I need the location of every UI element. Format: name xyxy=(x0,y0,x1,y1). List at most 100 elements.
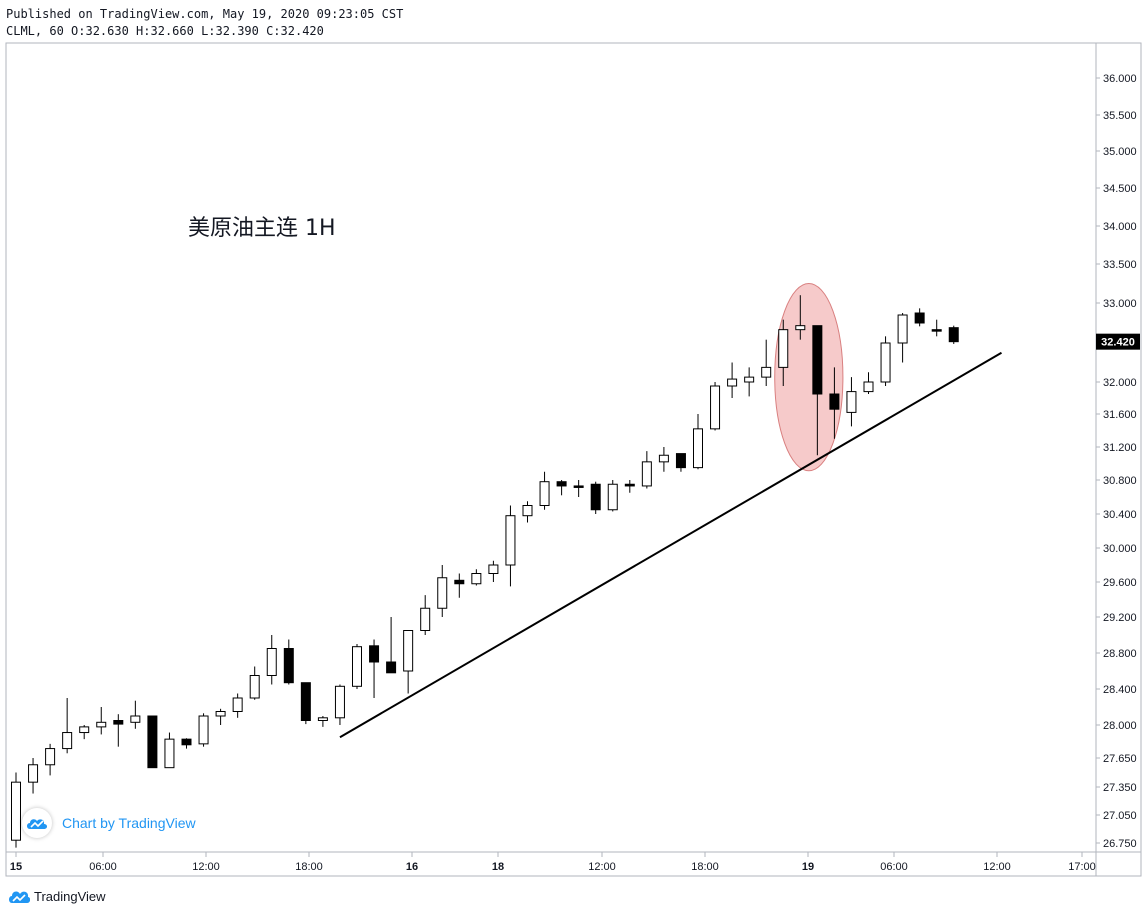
candle xyxy=(232,693,243,718)
candle xyxy=(164,732,175,769)
candle-body xyxy=(96,721,107,728)
candle xyxy=(624,480,635,493)
time-axis[interactable]: 15 06:00 12:00 18:00 16 18 12:00 18:00 19 06:00 12… xyxy=(10,852,1096,873)
price-axis[interactable]: 36.000 35.500 35.000 34.500 34.000 33.500 33.0… xyxy=(1096,73,1137,850)
candle xyxy=(556,480,567,496)
candle xyxy=(113,714,124,747)
candle-body xyxy=(317,717,328,721)
watermark-text: Chart by TradingView xyxy=(62,815,196,831)
candle-body xyxy=(300,682,311,722)
candle-body xyxy=(795,325,806,331)
time-tick-label: 17:00 xyxy=(1068,861,1096,873)
candle-body xyxy=(164,738,175,769)
time-tick-label: 12:00 xyxy=(192,861,220,873)
candle xyxy=(710,382,721,431)
published-line: Published on TradingView.com, May 19, 20… xyxy=(6,7,404,21)
last-price-text: 32.420 xyxy=(1101,337,1135,349)
candle xyxy=(352,644,362,689)
time-tick-label: 12:00 xyxy=(588,861,616,873)
candle xyxy=(897,313,908,363)
time-tick-label: 18:00 xyxy=(295,861,323,873)
watermark[interactable]: Chart by TradingView xyxy=(22,808,196,838)
candle-body xyxy=(914,312,925,324)
candle xyxy=(334,684,345,725)
candle-body xyxy=(641,461,652,487)
candle xyxy=(283,639,294,685)
candle-body xyxy=(283,648,294,684)
candle xyxy=(249,666,260,700)
candle xyxy=(863,372,874,394)
candle xyxy=(420,595,431,635)
candle-body xyxy=(863,381,874,393)
candle-body xyxy=(556,481,567,487)
candle xyxy=(488,560,499,582)
candle-body xyxy=(761,366,772,378)
footer[interactable]: TradingView xyxy=(8,886,106,906)
candle-body xyxy=(658,454,669,463)
candle xyxy=(79,725,90,740)
candle xyxy=(761,339,772,386)
time-tick-label: 06:00 xyxy=(89,861,117,873)
price-tick-label: 26.750 xyxy=(1103,838,1137,850)
candle xyxy=(198,713,209,747)
candle xyxy=(778,319,789,386)
candle xyxy=(812,325,823,456)
candle xyxy=(641,451,652,489)
candle xyxy=(573,480,584,497)
last-price-label: 32.420 xyxy=(1096,333,1140,350)
candle-body xyxy=(334,685,345,719)
time-tick-label: 19 xyxy=(802,861,814,873)
candle xyxy=(658,447,669,472)
tradingview-cloud-icon xyxy=(22,808,52,838)
candle xyxy=(454,573,465,598)
candle xyxy=(505,505,516,587)
candle-body xyxy=(488,564,499,574)
candle xyxy=(607,480,618,512)
candle-body xyxy=(880,342,891,383)
time-tick-label: 15 xyxy=(10,861,22,873)
price-tick-label: 30.400 xyxy=(1103,509,1137,521)
candle xyxy=(181,738,192,749)
candle-body xyxy=(812,325,823,395)
candle xyxy=(931,319,942,337)
candle-body xyxy=(522,505,533,517)
candle xyxy=(266,635,277,685)
candle xyxy=(471,569,482,586)
trendline[interactable] xyxy=(339,351,1002,739)
price-tick-label: 30.000 xyxy=(1103,543,1137,555)
price-tick-label: 30.800 xyxy=(1103,475,1137,487)
candle-body xyxy=(11,781,21,841)
candle-body xyxy=(420,607,431,631)
candle-body xyxy=(573,485,584,488)
candle-body xyxy=(710,385,721,430)
candle-body xyxy=(727,378,738,387)
candle-body xyxy=(352,646,362,687)
footer-brand: TradingView xyxy=(34,888,106,904)
candle xyxy=(62,698,73,754)
candle-body xyxy=(181,738,192,746)
candle-body xyxy=(846,391,857,413)
candle-body xyxy=(215,711,226,717)
candle xyxy=(130,700,141,729)
candle-body xyxy=(249,675,260,699)
chart-border xyxy=(5,42,1142,877)
price-tick-label: 28.000 xyxy=(1103,720,1137,732)
candle xyxy=(744,367,755,397)
candle-body xyxy=(931,329,942,332)
candle xyxy=(317,716,328,727)
candle-body xyxy=(369,645,380,663)
tradingview-logo-icon xyxy=(9,891,30,903)
candle xyxy=(693,414,703,470)
candle-body xyxy=(147,715,158,769)
last-price-badge xyxy=(1096,333,1140,350)
price-tick-label: 31.600 xyxy=(1103,409,1137,421)
price-tick-label: 33.500 xyxy=(1103,259,1137,271)
candle-body xyxy=(79,726,90,734)
candle-body xyxy=(113,720,124,725)
price-tick-label: 27.350 xyxy=(1103,782,1137,794)
candle xyxy=(300,682,311,725)
candle-body xyxy=(778,329,789,368)
candle-body xyxy=(454,579,465,585)
candle-body xyxy=(607,483,618,511)
